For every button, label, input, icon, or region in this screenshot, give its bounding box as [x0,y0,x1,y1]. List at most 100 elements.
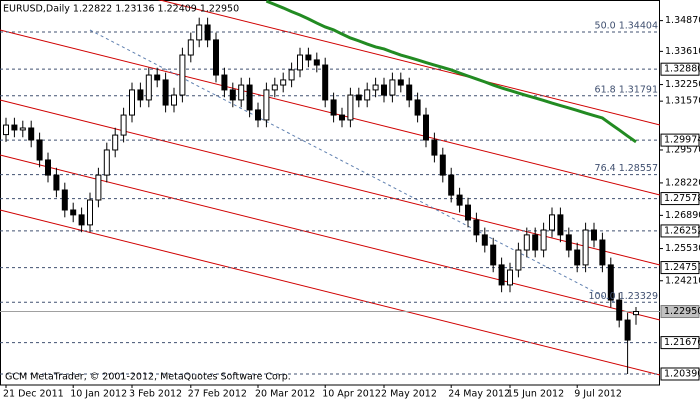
candle-body [423,114,429,141]
candle-body [456,194,463,206]
x-tick-label: 24 May 2012 [448,389,510,400]
candle-body [389,79,396,96]
level-label: 1.27578 [664,193,700,204]
candle-body [397,79,404,86]
x-tick-label: 10 Apr 2012 [322,389,381,400]
level-box [660,367,700,381]
x-tick-label: 3 Feb 2012 [129,389,182,400]
fibo-label: 100.0 1.23329 [588,291,658,302]
x-tick-label: 2 May 2012 [381,389,437,400]
candle-body [53,174,60,191]
candle-body [3,124,9,136]
fibo-label: 76.4 1.28557 [595,163,658,174]
candle-body [255,109,261,121]
candle-body [179,54,186,96]
y-tick-label: 1.31570 [665,96,700,107]
candle-body [439,154,446,176]
level-label: 1.21676 [664,337,700,348]
level-box [660,62,700,76]
candle-body [347,94,354,121]
candle-body [238,84,245,101]
candle-body [549,214,555,231]
candle-body [112,134,119,151]
candle-body [162,79,169,106]
channel-line [0,154,660,321]
candle-body [187,39,194,56]
candle-body [145,74,152,101]
candle-body [70,209,77,216]
level-box [660,261,700,275]
candle-body [280,79,287,86]
candle-body [221,74,228,91]
level-label: 1.26252 [664,225,700,236]
candle-body [330,99,337,116]
candle-body [322,64,329,101]
level-label: 1.32880 [664,64,700,75]
level-box [660,224,700,238]
candle-body [364,89,371,101]
candle-body [431,139,438,156]
candle-body [61,189,68,211]
candle-body [582,229,589,266]
candle-body [204,24,211,41]
candle-body [481,234,488,246]
candle-body [372,84,379,91]
candle-body [574,249,581,266]
candle-body [120,114,127,136]
channel-line [157,0,660,126]
candle-body [95,174,102,201]
y-tick-label: 1.24210 [665,275,700,286]
channel-line [0,209,660,376]
level-box [660,133,700,147]
candle-body [355,94,362,101]
candle-body [246,84,253,111]
candle-body [36,139,43,161]
candle-body [473,219,480,236]
y-tick-label: 1.26890 [665,210,700,221]
candle-body [540,229,547,251]
candle-body [196,24,203,41]
candle-body [616,299,623,321]
copyright: GCM MetaTrader, © 2001-2012, MetaQuotes … [5,372,291,383]
candle-body [532,234,539,251]
candle-body [498,264,505,286]
y-tick-label: 1.34870 [665,15,700,26]
level-box [660,192,700,206]
candle-body [406,84,413,101]
level-label: 1.24751 [664,262,700,273]
candle-body [305,54,312,61]
candle-body [607,264,614,301]
candle-body [557,214,564,236]
candle-body [288,69,295,81]
candle-body [591,229,597,241]
candle-body [171,94,177,106]
candle-body [11,124,18,131]
plot [0,0,660,375]
candle-body [414,99,421,116]
channel-line [0,99,660,266]
candle-body [448,174,455,196]
fibo-label: 50.0 1.34404 [595,20,658,31]
candle-body [28,127,35,141]
y-tick-label: 1.25530 [665,243,700,254]
candle-body [263,89,270,121]
candle-body [297,54,303,71]
candle-body [45,159,51,176]
candle-body [129,89,135,116]
candle-body [523,234,530,251]
candle-body [565,234,572,251]
y-tick-label: 1.29570 [665,144,700,155]
candle-body [19,127,26,131]
current-price-label: 1.22950 [664,306,700,317]
candle-body [490,244,497,266]
candle-body [599,239,606,266]
x-tick-label: 20 Mar 2012 [255,389,315,400]
y-tick-label: 1.28220 [665,177,700,188]
x-tick-label: 15 Jun 2012 [507,389,564,400]
candle-body [515,249,522,271]
channel-line [0,29,660,196]
x-tick-label: 9 Jul 2012 [574,389,622,400]
candle-body [229,89,236,101]
y-tick-label: 1.33610 [665,46,700,57]
level-box [660,336,700,350]
